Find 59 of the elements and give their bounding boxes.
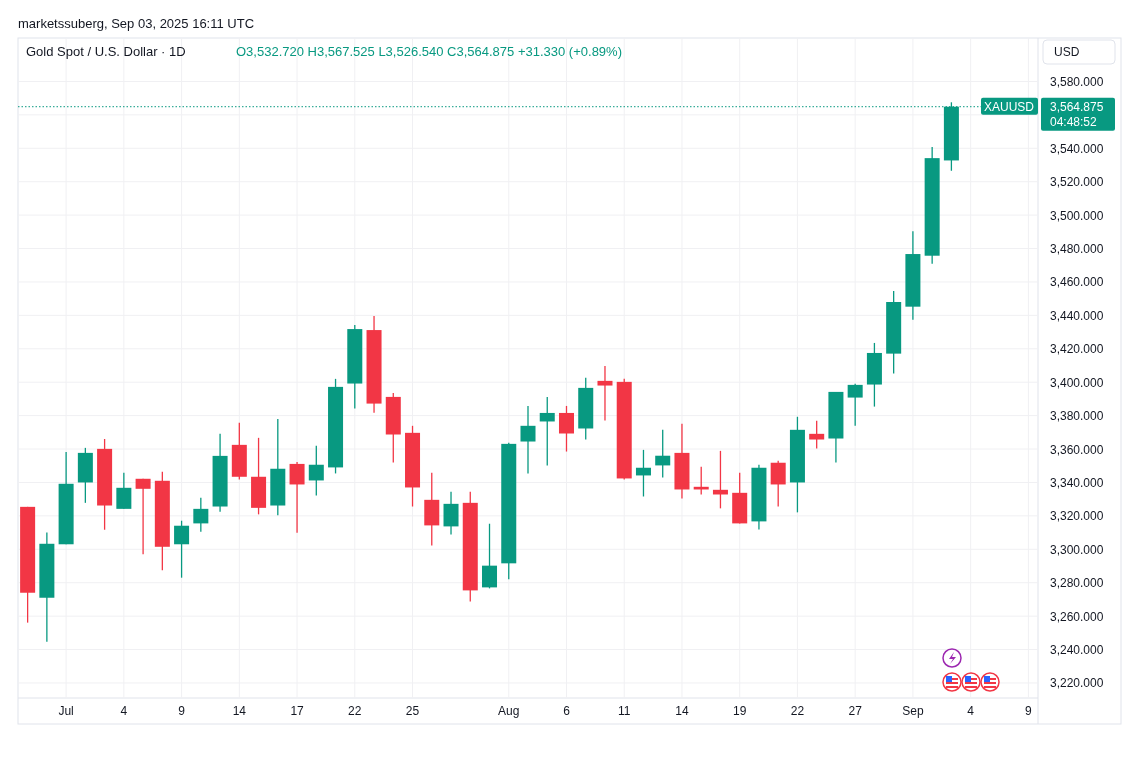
y-tick-label: 3,220.000 — [1050, 676, 1104, 691]
candlestick — [655, 429, 671, 479]
candlestick — [520, 405, 536, 475]
candlestick — [116, 472, 132, 510]
candlestick — [135, 478, 151, 555]
x-tick-label: 14 — [675, 704, 689, 718]
ref-line-label: XAUUSD — [983, 100, 1035, 115]
x-tick-label: 19 — [733, 704, 747, 718]
candlestick — [174, 520, 190, 579]
y-tick-label: 3,360.000 — [1050, 442, 1104, 457]
x-tick-label: Jul — [58, 704, 74, 718]
y-tick-label: 3,260.000 — [1050, 609, 1104, 624]
y-tick-label: 3,280.000 — [1050, 576, 1104, 591]
text: O3,532.720 H3,567.525 L3,526.540 C3,564.875 +31.330 (+0.89%) — [236, 44, 622, 59]
candlestick — [809, 419, 825, 450]
candlestick — [539, 396, 555, 467]
x-tick-label: 22 — [790, 704, 805, 718]
candlestick — [847, 383, 863, 427]
text: Gold Spot / U.S. Dollar · 1D — [26, 44, 186, 59]
candlestick — [289, 461, 305, 534]
candlestick — [308, 445, 324, 497]
y-tick-label: 3,500.000 — [1050, 208, 1104, 223]
candlestick — [635, 449, 651, 498]
y-tick-label: 3,380.000 — [1050, 409, 1104, 424]
x-tick-label: Sep — [902, 704, 924, 718]
y-tick-label: 3,300.000 — [1050, 542, 1104, 557]
x-tick-label: 22 — [348, 704, 362, 718]
candlestick — [770, 460, 786, 508]
y-tick-label: 3,540.000 — [1050, 141, 1104, 156]
x-tick-label: 6 — [563, 704, 571, 718]
y-tick-label: 3,480.000 — [1050, 242, 1104, 257]
y-tick-label: 3,240.000 — [1050, 643, 1104, 658]
x-tick-label: 4 — [120, 704, 128, 718]
y-tick-label: 3,440.000 — [1050, 308, 1104, 323]
x-tick-label: 9 — [178, 704, 186, 718]
x-tick-label: 11 — [617, 704, 631, 718]
y-tick-label: 3,520.000 — [1050, 175, 1104, 190]
y-tick-label: 3,460.000 — [1050, 275, 1104, 290]
candlestick — [193, 497, 209, 533]
y-tick-label: 3,320.000 — [1050, 509, 1104, 524]
x-tick-label: 25 — [405, 704, 420, 718]
candlestick — [482, 523, 498, 590]
y-tick-label: 3,400.000 — [1050, 375, 1104, 390]
candlestick — [558, 405, 574, 453]
text: marketssuberg, Sep 03, 2025 16:11 UTC — [18, 16, 255, 31]
y-tick-label: 3,580.000 — [1050, 74, 1104, 89]
x-tick-label: 9 — [1025, 704, 1033, 718]
y-axis-title: USD — [1054, 45, 1080, 59]
text: 04:48:52 — [1050, 115, 1098, 130]
x-tick-label: 14 — [232, 704, 247, 718]
candlestick — [443, 491, 459, 536]
x-tick-label: 17 — [290, 704, 305, 718]
x-tick-label: 27 — [848, 704, 863, 718]
candlestick — [597, 365, 613, 422]
x-tick-label: 4 — [967, 704, 975, 718]
x-tick-label: Aug — [498, 704, 520, 718]
text: 3,564.875 — [1050, 100, 1104, 115]
y-tick-label: 3,340.000 — [1050, 475, 1104, 490]
y-tick-label: 3,420.000 — [1050, 342, 1104, 357]
